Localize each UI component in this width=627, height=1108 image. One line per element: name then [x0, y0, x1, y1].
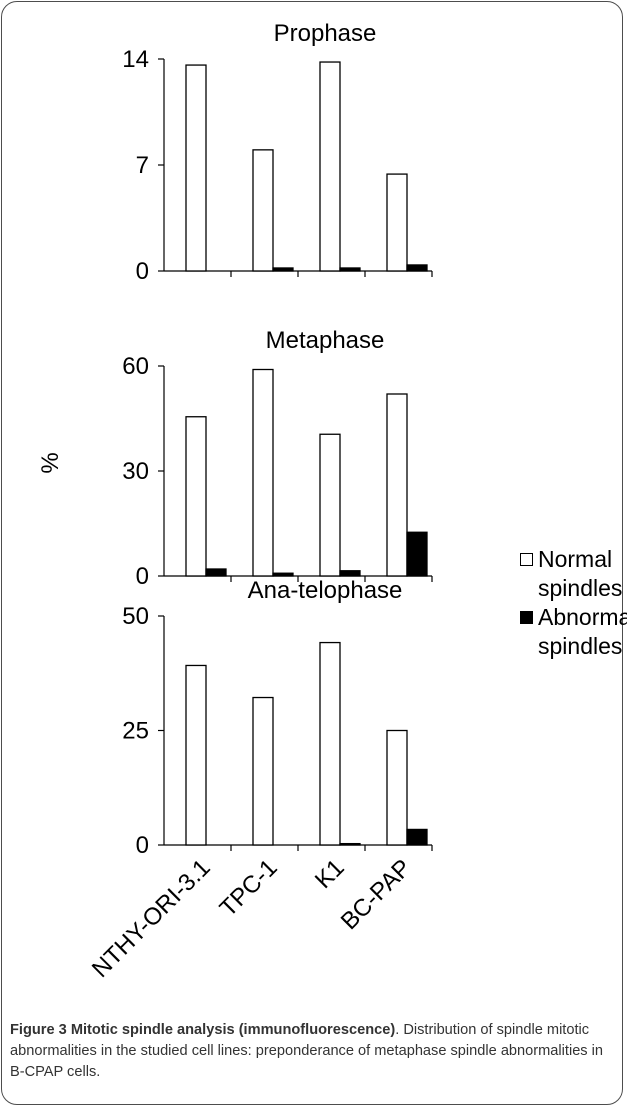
- chart-legend: Normal spindles Abnormal spindles: [520, 545, 627, 661]
- panel-title: Prophase: [274, 20, 377, 47]
- panel-title: Metaphase: [266, 327, 385, 354]
- bar-normal-k1: [319, 61, 341, 272]
- x-tick-label: NTHY-ORI-3.1: [87, 854, 216, 983]
- bar-abnormal-k1: [339, 267, 361, 272]
- y-tick-label: 0: [136, 258, 149, 285]
- bar-normal-tpc-1: [252, 368, 274, 577]
- bar-normal-bc-pap: [386, 729, 408, 846]
- bar-abnormal-k1: [339, 842, 361, 846]
- bar-normal-tpc-1: [252, 696, 274, 846]
- y-tick-label: 60: [122, 353, 149, 380]
- legend-swatch-abnormal: [520, 611, 533, 624]
- caption-text: Distribution of spindle mitotic abnormal…: [10, 1022, 604, 1080]
- bar-abnormal-tpc-1: [272, 267, 294, 272]
- bar-normal-nthy-ori-3-1: [185, 64, 207, 272]
- legend-label-abnormal-line2: spindles: [538, 633, 623, 659]
- legend-label-normal-line1: Normal: [538, 546, 613, 572]
- x-tick-label: BC-PAP: [336, 854, 417, 935]
- chart-panels: Prophase 0 7 14 Metaphase 0 30 60 Ana-telophase 0…: [122, 20, 433, 859]
- legend-label-normal-line2: spindles: [538, 575, 623, 601]
- bar-abnormal-bc-pap: [406, 264, 428, 272]
- bar-abnormal-nthy-ori-3-1: [205, 568, 227, 577]
- legend-swatch-normal: [520, 553, 533, 566]
- panel-title: Ana-telophase: [248, 577, 403, 604]
- caption-title-end: .: [395, 1022, 400, 1038]
- y-tick-label: 14: [122, 46, 149, 73]
- y-tick-label: 50: [122, 603, 149, 630]
- y-tick-label: 25: [122, 718, 149, 745]
- bar-normal-nthy-ori-3-1: [185, 416, 207, 577]
- legend-item-abnormal: Abnormal spindles: [520, 603, 627, 661]
- panel-2: Ana-telophase 0 25 50: [122, 577, 433, 859]
- figure-caption: Figure 3 Mitotic spindle analysis (immun…: [10, 1020, 616, 1083]
- bar-normal-bc-pap: [386, 393, 408, 577]
- bar-normal-bc-pap: [386, 173, 408, 272]
- bar-abnormal-bc-pap: [406, 531, 428, 577]
- y-tick-label: 30: [122, 458, 149, 485]
- bar-abnormal-k1: [339, 570, 361, 577]
- y-tick-label: 0: [136, 563, 149, 590]
- y-axis-label: %: [37, 452, 64, 473]
- x-tick-label: K1: [310, 854, 350, 894]
- x-tick-label: TPC-1: [215, 854, 283, 922]
- bar-normal-k1: [319, 641, 341, 846]
- bar-abnormal-bc-pap: [406, 828, 428, 846]
- legend-label-abnormal-line1: Abnormal: [538, 604, 627, 630]
- bar-normal-nthy-ori-3-1: [185, 664, 207, 846]
- bar-normal-tpc-1: [252, 149, 274, 272]
- panel-1: Metaphase 0 30 60: [122, 327, 433, 590]
- caption-title: Figure 3 Mitotic spindle analysis (immun…: [10, 1022, 396, 1038]
- y-tick-label: 0: [136, 832, 149, 859]
- bar-abnormal-tpc-1: [272, 572, 294, 577]
- bar-normal-k1: [319, 433, 341, 577]
- y-tick-label: 7: [136, 152, 149, 179]
- legend-item-normal: Normal spindles: [520, 545, 627, 603]
- panel-0: Prophase 0 7 14: [122, 20, 433, 285]
